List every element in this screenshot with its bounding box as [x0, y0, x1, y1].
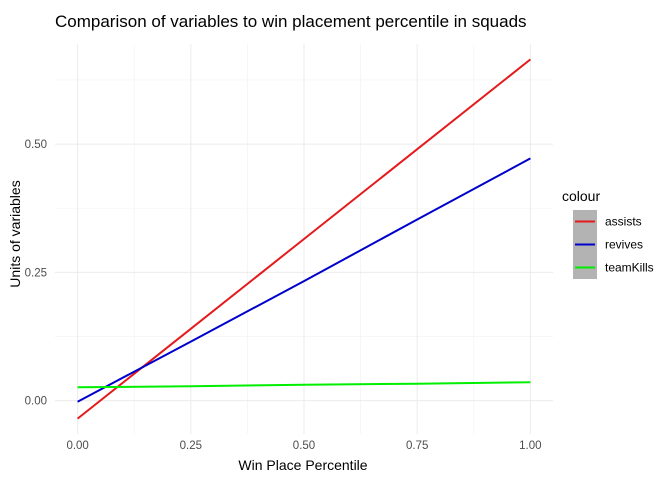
legend-label-assists: assists — [605, 215, 642, 229]
y-tick-label: 0.00 — [25, 396, 47, 408]
series-line-revives — [77, 157, 531, 403]
x-tick-label: 0.50 — [293, 440, 315, 452]
x-axis-title: Win Place Percentile — [238, 457, 367, 473]
x-tick-label: 0.75 — [406, 440, 428, 452]
y-tick-label: 0.25 — [25, 267, 47, 279]
y-tick-label: 0.50 — [25, 139, 47, 151]
x-tick-label: 0.25 — [180, 440, 202, 452]
y-axis-title: Units of variables — [7, 180, 23, 287]
x-tick-labels: 0.00 0.25 0.50 0.75 1.00 — [66, 440, 541, 452]
x-tick-label: 1.00 — [519, 440, 541, 452]
chart-title: Comparison of variables to win placement… — [55, 12, 527, 31]
x-tick-label: 0.00 — [66, 440, 88, 452]
series-line-teamKills — [77, 381, 531, 389]
y-tick-labels: 0.00 0.25 0.50 — [25, 139, 47, 408]
grid — [55, 44, 553, 434]
legend-label-revives: revives — [605, 238, 643, 252]
legend: colour assists revives teamKills — [562, 188, 654, 279]
legend-label-teamKills: teamKills — [605, 261, 654, 275]
series-layer — [76, 58, 532, 420]
legend-title: colour — [562, 188, 600, 204]
series-line-assists — [76, 58, 532, 420]
